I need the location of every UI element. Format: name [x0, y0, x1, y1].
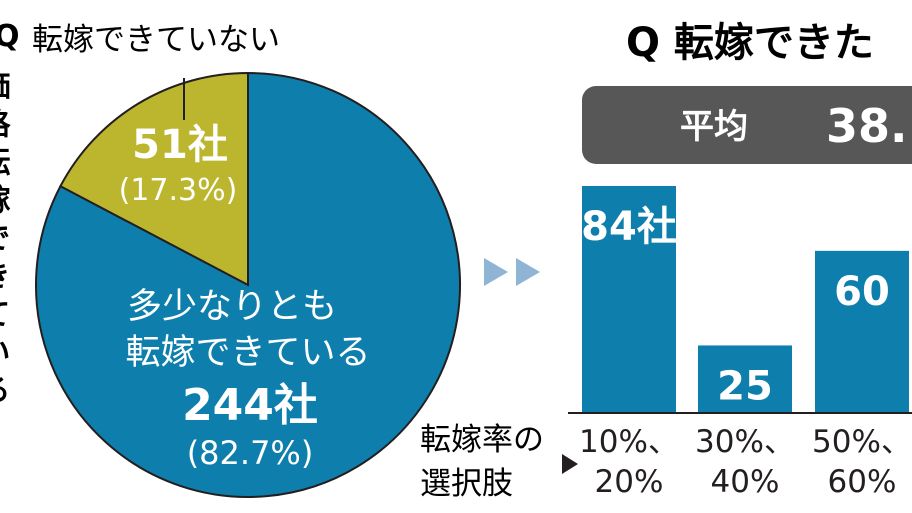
bar-category-label: 40% [711, 464, 780, 500]
axis-pointer-icon [562, 454, 578, 474]
pie-slice-passed [35, 71, 461, 498]
bar-category-label: 50%、 [812, 424, 912, 460]
pie-slice-count-not-passed: 51社 [132, 122, 228, 168]
bar-value-label: 60 [834, 269, 890, 315]
bar-value-label: 84社 [581, 204, 677, 250]
bar-value-label: 25 [717, 363, 773, 409]
bar-category-label: 20% [595, 464, 664, 500]
average-label: 平均 [680, 107, 748, 147]
pie-slice-count-passed: 244社 [182, 380, 318, 431]
pie-slice-label-line2-passed: 転嫁できている [125, 333, 370, 373]
bar [698, 345, 792, 413]
left-question-prefix: Q [0, 19, 20, 54]
transition-arrow-icon [516, 258, 540, 286]
average-value: 38. [826, 99, 908, 153]
pie-slice-not-passed [59, 71, 249, 287]
left-question-text: 価格転嫁できている [0, 70, 12, 412]
pie-slice-percent-passed: (82.7%) [187, 434, 314, 472]
bar-category-label: 30%、 [695, 424, 795, 460]
bar-axis-label-line1: 転嫁率の [420, 422, 544, 458]
bar-axis-label-line2: 選択肢 [420, 466, 513, 502]
average-band [582, 86, 912, 164]
bar [815, 250, 909, 413]
pie-chart [35, 71, 461, 498]
pie-slice-percent-not-passed: (17.3%) [119, 173, 238, 208]
bar-chart: 84社 10%、 20% 25 30%、 40% 60 50%、 60% [579, 186, 912, 500]
pie-slice-label-line1-passed: 多少なりとも [127, 287, 337, 327]
bar-category-label: 60% [828, 464, 897, 500]
pie-slice-label-not-passed: 転嫁できていない [32, 22, 280, 58]
transition-arrow-icon [484, 258, 508, 286]
right-question-title: Q 転嫁できた [626, 20, 874, 66]
bar [582, 186, 676, 413]
bar-category-label: 10%、 [579, 424, 679, 460]
